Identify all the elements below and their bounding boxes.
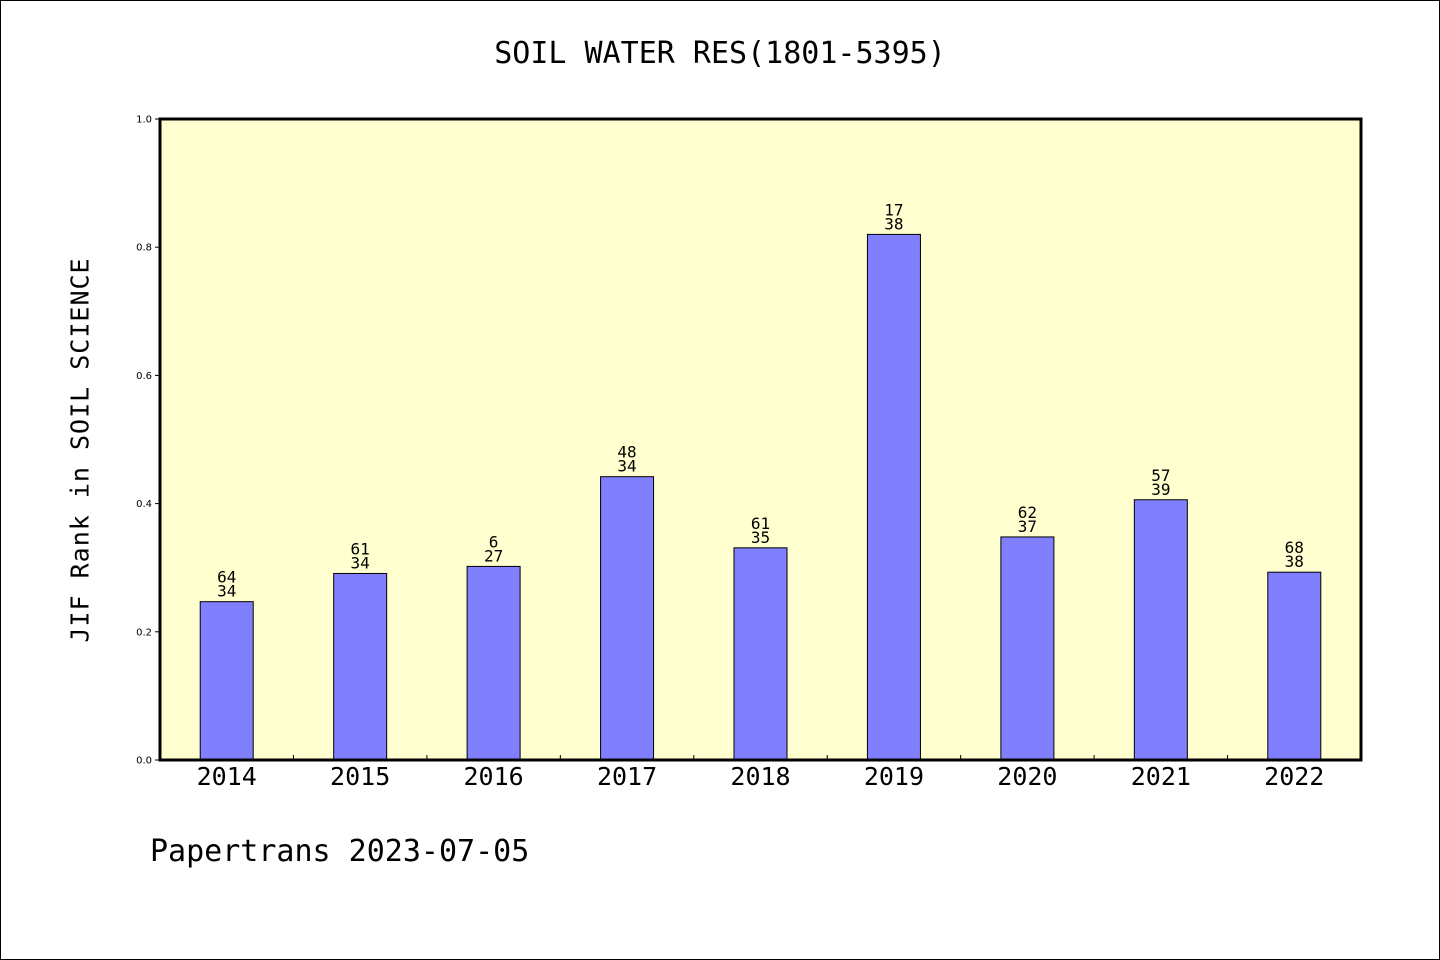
x-tick-label-2019: 2019 — [864, 762, 924, 791]
footer-credit: Papertrans 2023-07-05 — [150, 834, 530, 869]
bar-label-bottom: 37 — [1018, 517, 1037, 536]
bar-2018 — [733, 547, 788, 761]
bar-2015 — [333, 572, 388, 761]
bar-2022 — [1267, 571, 1322, 761]
y-tick-label: 0.2 — [136, 627, 152, 638]
y-tick-label: 0.6 — [136, 371, 152, 382]
bar-label-top: 64 — [217, 568, 236, 587]
plot-border — [158, 117, 1363, 762]
bar-label-bottom: 34 — [351, 553, 370, 572]
x-tick-label-2016: 2016 — [464, 762, 524, 791]
bar-2019 — [866, 233, 921, 761]
x-tick-label-2022: 2022 — [1264, 762, 1324, 791]
chart-title: SOIL WATER RES(1801-5395) — [494, 36, 946, 71]
bar-label-bottom: 39 — [1151, 480, 1170, 499]
bar-label-bottom: 27 — [484, 546, 503, 565]
bar-2021 — [1133, 499, 1188, 761]
bar-2016 — [466, 565, 521, 761]
y-tick-label: 0.4 — [136, 499, 152, 510]
bar-label-top: 48 — [617, 443, 636, 462]
x-tick-label-2017: 2017 — [597, 762, 657, 791]
bar-label-top: 68 — [1285, 538, 1304, 557]
bar-2020 — [1000, 536, 1055, 761]
bar-2014 — [199, 601, 254, 761]
bar-2017 — [600, 476, 655, 761]
bar-label-bottom: 38 — [884, 214, 903, 233]
bar-label-top: 57 — [1151, 466, 1170, 485]
bar-label-top: 61 — [351, 539, 370, 558]
x-tick-label-2014: 2014 — [197, 762, 257, 791]
bar-label-bottom: 34 — [217, 582, 236, 601]
bar-label-bottom: 34 — [617, 457, 636, 476]
bar-label-top: 62 — [1018, 503, 1037, 522]
bar-label-top: 6 — [489, 532, 499, 551]
x-tick-label-2020: 2020 — [997, 762, 1057, 791]
x-tick-label-2018: 2018 — [730, 762, 790, 791]
y-tick-label: 1.0 — [136, 115, 152, 126]
x-tick-label-2015: 2015 — [330, 762, 390, 791]
bar-label-top: 61 — [751, 514, 770, 533]
y-tick-label: 0.8 — [136, 243, 152, 254]
bar-label-bottom: 35 — [751, 528, 770, 547]
bar-label-bottom: 38 — [1285, 552, 1304, 571]
y-tick-label: 0.0 — [136, 756, 152, 767]
x-tick-label-2021: 2021 — [1131, 762, 1191, 791]
ticks-layer: 0.0 0.2 0.4 0.6 0.8 1.0 2014 2015 2016 2017 2018 20… — [136, 115, 1324, 792]
bar-label-top: 17 — [884, 200, 903, 219]
